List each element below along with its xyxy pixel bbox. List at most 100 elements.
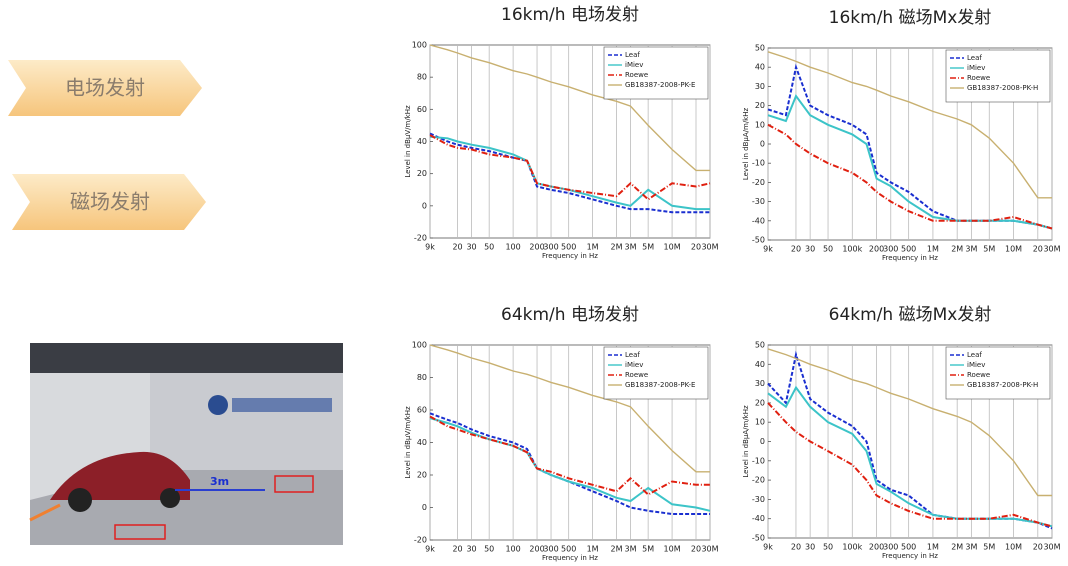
chart-title: 16km/h 电场发射: [501, 5, 639, 25]
x-tick-label: 5M: [642, 545, 654, 554]
x-tick-label: 3M: [965, 543, 977, 552]
y-tick-label: 50: [755, 341, 765, 350]
y-tick-label: 40: [417, 137, 427, 146]
y-tick-label: -20: [752, 178, 765, 187]
legend-label: iMiev: [625, 361, 643, 369]
x-axis-label: Frequency in Hz: [882, 552, 938, 560]
x-tick-label: 500: [561, 243, 576, 252]
y-tick-label: 20: [417, 471, 427, 480]
x-tick-label: 500: [901, 543, 916, 552]
x-tick-label: 30: [466, 243, 476, 252]
x-tick-label: 500: [901, 245, 916, 254]
x-tick-label: 20: [1033, 543, 1043, 552]
x-tick-label: 20: [452, 545, 462, 554]
x-tick-label: 2M: [611, 243, 623, 252]
x-tick-label: 300: [883, 543, 898, 552]
x-tick-label: 1M: [927, 245, 939, 254]
y-tick-label: -20: [752, 476, 765, 485]
x-tick-label: 30: [466, 545, 476, 554]
x-tick-label: 100k: [842, 543, 862, 552]
y-axis-label: Level in dBµA/m/kHz: [742, 108, 750, 181]
legend-label: GB18387-2008-PK-E: [625, 81, 695, 89]
y-tick-label: 80: [417, 73, 427, 82]
x-tick-label: 50: [823, 245, 833, 254]
button-label[interactable]: 电场发射: [65, 76, 145, 100]
y-tick-label: 60: [417, 406, 427, 415]
button-shape[interactable]: [12, 174, 206, 230]
x-tick-label: 9k: [425, 243, 435, 252]
y-tick-label: -30: [752, 495, 765, 504]
legend-label: Leaf: [967, 351, 982, 359]
y-tick-label: 50: [755, 44, 765, 53]
series-line: [429, 344, 710, 473]
legend-label: Leaf: [967, 54, 982, 62]
x-tick-label: 200: [529, 545, 544, 554]
button-label[interactable]: 磁场发射: [70, 190, 150, 214]
x-tick-label: 30M: [701, 545, 718, 554]
x-tick-label: 50: [484, 545, 494, 554]
x-tick-label: 20: [691, 243, 701, 252]
y-tick-label: 20: [755, 398, 765, 407]
series-line: [767, 51, 1052, 199]
x-tick-label: 500: [561, 545, 576, 554]
y-tick-label: 40: [755, 63, 765, 72]
button-shape[interactable]: [8, 60, 202, 116]
x-tick-label: 20: [791, 245, 801, 254]
y-tick-label: 40: [755, 360, 765, 369]
y-tick-label: -50: [752, 534, 765, 543]
chart-title: 16km/h 磁场Mx发射: [829, 8, 992, 28]
legend-box: [603, 346, 709, 400]
y-tick-label: 20: [417, 169, 427, 178]
series-line: [429, 417, 711, 512]
x-tick-label: 1M: [927, 543, 939, 552]
x-tick-label: 10M: [1005, 245, 1022, 254]
legend-box: [603, 46, 709, 100]
x-tick-label: 2M: [951, 245, 963, 254]
series-line: [767, 123, 1053, 230]
legend-label: Roewe: [967, 74, 990, 82]
x-tick-label: 3M: [625, 545, 637, 554]
legend-label: iMiev: [967, 64, 985, 72]
legend-label: Roewe: [967, 371, 990, 379]
y-tick-label: -40: [752, 216, 765, 225]
y-tick-label: 10: [755, 418, 765, 427]
x-tick-label: 300: [543, 545, 558, 554]
y-tick-label: 80: [417, 373, 427, 382]
series-line: [767, 93, 1053, 230]
x-tick-label: 50: [484, 243, 494, 252]
y-tick-label: -50: [752, 236, 765, 245]
y-tick-label: 100: [412, 341, 427, 350]
x-tick-label: 5M: [983, 245, 995, 254]
x-tick-label: 30M: [1043, 543, 1060, 552]
x-tick-label: 20: [691, 545, 701, 554]
series-line: [429, 44, 710, 172]
y-tick-label: 30: [755, 82, 765, 91]
chart-title: 64km/h 电场发射: [501, 305, 639, 325]
y-tick-label: 0: [422, 503, 427, 512]
legend-label: GB18387-2008-PK-H: [967, 381, 1038, 389]
y-tick-label: -40: [752, 514, 765, 523]
x-tick-label: 10M: [664, 243, 681, 252]
y-tick-label: -10: [752, 159, 765, 168]
legend-box: [945, 346, 1051, 400]
y-axis-label: Level in dBµV/m/kHz: [404, 406, 412, 479]
x-tick-label: 20: [791, 543, 801, 552]
x-axis-label: Frequency in Hz: [542, 252, 598, 260]
x-tick-label: 1M: [587, 243, 599, 252]
y-tick-label: 40: [417, 438, 427, 447]
x-tick-label: 100: [505, 545, 520, 554]
y-tick-label: 60: [417, 105, 427, 114]
x-tick-label: 9k: [763, 543, 773, 552]
x-tick-label: 100k: [842, 245, 862, 254]
x-tick-label: 1M: [587, 545, 599, 554]
x-tick-label: 200: [529, 243, 544, 252]
x-axis-label: Frequency in Hz: [542, 554, 598, 562]
x-tick-label: 100: [505, 243, 520, 252]
series-line: [767, 385, 1053, 528]
x-tick-label: 20: [1033, 245, 1043, 254]
x-tick-label: 3M: [965, 245, 977, 254]
y-axis-label: Level in dBµV/m/kHz: [404, 105, 412, 178]
x-tick-label: 50: [823, 543, 833, 552]
legend-box: [945, 49, 1051, 103]
